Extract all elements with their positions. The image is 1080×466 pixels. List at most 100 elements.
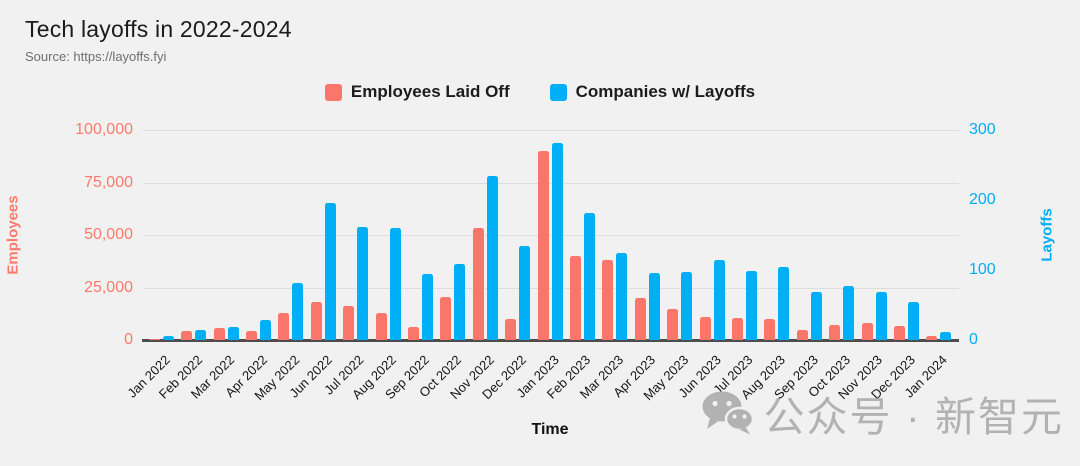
month-group-feb-2022	[177, 130, 209, 340]
companies-bar	[778, 267, 790, 340]
month-group-apr-2022	[242, 130, 274, 340]
employees-bar	[375, 312, 387, 340]
month-group-jan-2022	[145, 130, 177, 340]
month-group-jun-2022	[307, 130, 339, 340]
month-group-mar-2022	[210, 130, 242, 340]
left-axis-tick: 0	[124, 331, 133, 348]
right-axis-tick: 100	[969, 261, 996, 278]
companies-bar	[519, 246, 531, 340]
employees-bar	[278, 312, 290, 340]
gridline	[143, 130, 959, 131]
companies-bar	[454, 263, 466, 340]
watermark: 公众号 · 新智元	[702, 383, 1064, 443]
month-group-dec-2022	[501, 130, 533, 340]
companies-bar	[227, 327, 239, 340]
legend: Employees Laid Off Companies w/ Layoffs	[0, 82, 1080, 102]
right-axis-tick: 0	[969, 331, 978, 348]
month-group-may-2022	[275, 130, 307, 340]
right-axis-tick: 200	[969, 191, 996, 208]
companies-bar	[486, 176, 498, 340]
gridline	[143, 182, 959, 184]
month-group-apr-2023	[631, 130, 663, 340]
left-axis-tick: 75,000	[84, 173, 133, 191]
left-axis-tick: 25,000	[84, 278, 133, 296]
wechat-icon	[702, 391, 754, 435]
employees-bar	[440, 296, 452, 340]
companies-bar	[292, 283, 304, 340]
companies-bar	[681, 272, 693, 340]
employees-bar	[505, 319, 517, 340]
companies-bar	[843, 286, 855, 340]
employees-bar	[407, 327, 419, 340]
month-group-jun-2023	[696, 130, 728, 340]
employees-bar	[926, 335, 938, 340]
month-group-oct-2023	[826, 130, 858, 340]
month-group-oct-2022	[437, 130, 469, 340]
month-group-nov-2022	[469, 130, 501, 340]
companies-bar	[713, 259, 725, 340]
bars-row	[145, 130, 955, 340]
employees-bar	[472, 227, 484, 340]
companies-bar	[259, 319, 271, 340]
employees-bar	[245, 330, 257, 340]
companies-bar	[583, 212, 595, 340]
watermark-text: 公众号 · 新智元	[763, 394, 1064, 440]
month-group-may-2023	[664, 130, 696, 340]
month-group-nov-2023	[858, 130, 890, 340]
employees-bar	[861, 323, 873, 340]
right-axis-tick: 300	[969, 121, 996, 138]
plot-area: 0 25,000 50,000 75,000 100,000 0 100 200 300 Jan …	[75, 121, 996, 403]
left-axis-tick: 50,000	[84, 226, 133, 243]
companies-bar	[875, 292, 887, 340]
companies-bar	[357, 226, 369, 340]
month-group-aug-2023	[761, 130, 793, 340]
employees-bar	[732, 317, 744, 340]
legend-item-companies[interactable]: Companies w/ Layoffs	[549, 82, 756, 102]
companies-bar	[195, 329, 207, 340]
x-axis-title: Time	[531, 421, 569, 438]
month-group-jan-2023	[534, 130, 566, 340]
month-group-aug-2022	[372, 130, 404, 340]
employees-bar	[343, 306, 355, 340]
companies-bar	[389, 228, 401, 340]
source-caption: Source: https://layoffs.fyi	[25, 49, 167, 64]
month-group-jul-2023	[728, 130, 760, 340]
month-group-jan-2024	[923, 130, 955, 340]
companies-bar	[551, 143, 563, 340]
gridline	[143, 287, 959, 289]
month-group-jul-2022	[339, 130, 371, 340]
month-group-sep-2022	[404, 130, 436, 340]
companies-bar	[421, 273, 433, 340]
companies-bar	[908, 301, 920, 340]
companies-bar	[746, 270, 758, 340]
employees-bar	[699, 316, 711, 340]
employees-bar	[213, 328, 225, 340]
legend-label-companies: Companies w/ Layoffs	[575, 82, 756, 101]
employees-bar	[764, 319, 776, 340]
employees-swatch-icon	[324, 83, 342, 101]
x-axis-line	[142, 339, 959, 342]
right-axis-title: Layoffs	[1038, 208, 1056, 262]
left-axis-title: Employees	[4, 195, 22, 275]
employees-bar	[829, 324, 841, 340]
chart-title: Tech layoffs in 2022-2024	[25, 16, 292, 42]
month-group-mar-2023	[599, 130, 631, 340]
employees-bar	[667, 308, 679, 340]
employees-bar	[894, 325, 906, 340]
month-group-feb-2023	[566, 130, 598, 340]
employees-bar	[181, 330, 193, 340]
companies-bar	[162, 335, 174, 340]
companies-bar	[616, 252, 628, 340]
employees-bar	[537, 151, 549, 340]
employees-bar	[148, 338, 160, 340]
legend-item-employees[interactable]: Employees Laid Off	[324, 82, 510, 102]
employees-bar	[569, 256, 581, 340]
employees-bar	[602, 260, 614, 340]
gridline	[143, 235, 959, 236]
employees-bar	[634, 298, 646, 340]
companies-bar	[324, 202, 336, 340]
companies-swatch-icon	[549, 83, 567, 101]
employees-bar	[310, 302, 322, 340]
left-axis-tick: 100,000	[75, 121, 133, 138]
companies-bar	[940, 331, 952, 340]
